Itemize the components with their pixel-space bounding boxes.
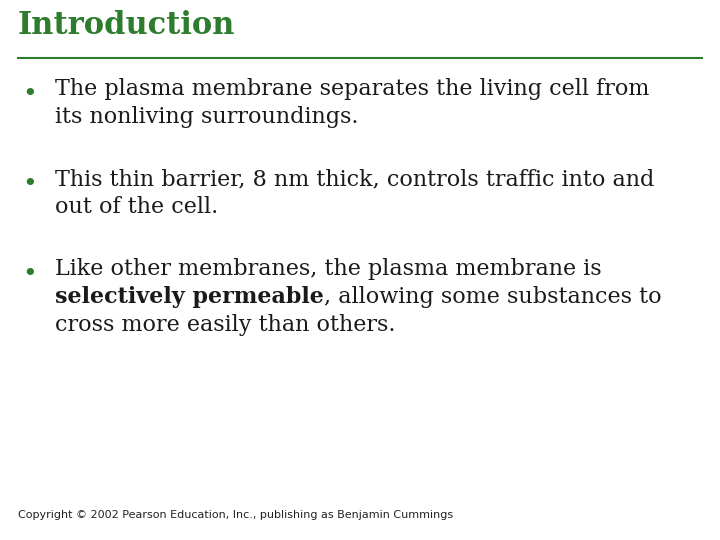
Text: its nonliving surroundings.: its nonliving surroundings. <box>55 106 359 128</box>
Text: Copyright © 2002 Pearson Education, Inc., publishing as Benjamin Cummings: Copyright © 2002 Pearson Education, Inc.… <box>18 510 453 520</box>
Text: , allowing some substances to: , allowing some substances to <box>324 286 662 308</box>
Text: The plasma membrane separates the living cell from: The plasma membrane separates the living… <box>55 78 649 100</box>
Text: out of the cell.: out of the cell. <box>55 196 218 218</box>
Text: •: • <box>22 172 37 196</box>
Text: Like other membranes, the plasma membrane is: Like other membranes, the plasma membran… <box>55 258 602 280</box>
Text: Introduction: Introduction <box>18 10 235 41</box>
Text: •: • <box>22 82 37 106</box>
Text: cross more easily than others.: cross more easily than others. <box>55 314 395 336</box>
Text: This thin barrier, 8 nm thick, controls traffic into and: This thin barrier, 8 nm thick, controls … <box>55 168 654 190</box>
Text: •: • <box>22 262 37 286</box>
Text: selectively permeable: selectively permeable <box>55 286 324 308</box>
